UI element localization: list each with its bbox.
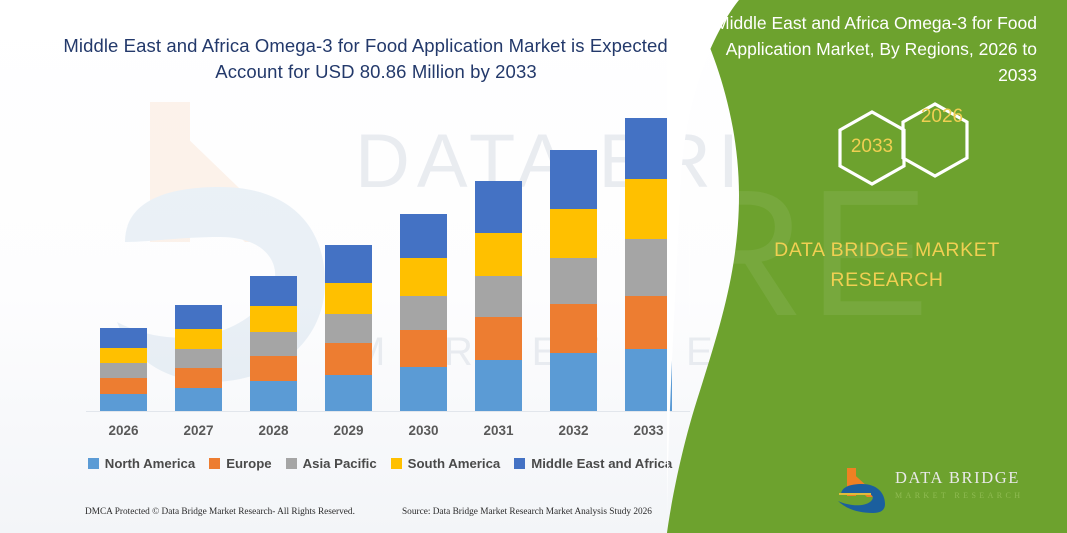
bar-segment — [250, 355, 297, 382]
title-panel: RE Middle East and Africa Omega-3 for Fo… — [667, 0, 1067, 533]
bar-segment — [550, 303, 597, 353]
hex-label-2033: 2033 — [850, 136, 894, 157]
hex-label-2026: 2026 — [920, 106, 964, 127]
x-axis-label: 2031 — [483, 423, 514, 438]
legend-label: Asia Pacific — [302, 456, 377, 471]
logo-sub-text: MARKET RESEARCH — [895, 491, 1024, 500]
bar-segment — [100, 378, 147, 394]
footer-copyright: DMCA Protected © Data Bridge Market Rese… — [85, 507, 355, 517]
bar-segment — [625, 178, 672, 239]
x-axis-label: 2030 — [408, 423, 439, 438]
legend-swatch-icon — [285, 458, 297, 469]
bar-segment — [100, 328, 147, 348]
bar-segment — [250, 306, 297, 332]
bar-column — [250, 275, 297, 412]
bar-segment — [250, 275, 297, 307]
bar-segment — [325, 374, 372, 412]
data-bridge-b-logo-icon — [838, 468, 885, 513]
legend-swatch-icon — [209, 458, 221, 469]
legend-item[interactable]: North America — [87, 456, 196, 471]
bar-segment — [625, 238, 672, 297]
bar-column — [100, 328, 147, 412]
footer-source: Source: Data Bridge Market Research Mark… — [402, 507, 652, 517]
legend-item[interactable]: Middle East and Africa — [514, 456, 672, 471]
bar-segment — [550, 352, 597, 412]
bar-segment — [475, 360, 522, 412]
bar-segment — [400, 295, 447, 331]
bar-segment — [325, 313, 372, 344]
x-axis-label: 2028 — [258, 423, 289, 438]
footer: DMCA Protected © Data Bridge Market Rese… — [0, 507, 760, 529]
x-axis-label: 2032 — [558, 423, 589, 438]
bar-segment — [400, 367, 447, 412]
logo-main-text: DATA BRIDGE — [895, 468, 1020, 487]
x-axis-line — [86, 411, 690, 412]
bar-segment — [175, 388, 222, 412]
bar-segment — [100, 363, 147, 379]
panel-title: Middle East and Africa Omega-3 for Food … — [715, 13, 1037, 85]
bar-column — [475, 181, 522, 412]
bar-segment — [400, 258, 447, 296]
brand-name: DATA BRIDGE MARKET RESEARCH — [727, 235, 1047, 295]
brand-name-line1: DATA BRIDGE MARKET — [774, 239, 1000, 261]
legend-label: Europe — [226, 456, 272, 471]
bar-column — [550, 149, 597, 412]
bar-segment — [475, 316, 522, 361]
bar-segment — [325, 245, 372, 283]
hexagon-shapes-icon — [838, 102, 969, 186]
legend-label: South America — [407, 456, 501, 471]
company-logo: DATA BRIDGE MARKET RESEARCH — [835, 462, 1050, 517]
bar-segment — [325, 343, 372, 375]
chart-legend: North America Europe Asia Pacific South Ame… — [0, 456, 760, 471]
bar-segment — [250, 331, 297, 356]
chart-title: Middle East and Africa Omega-3 for Food … — [63, 35, 689, 82]
legend-label: Middle East and Africa — [531, 456, 673, 471]
bar-segment — [175, 349, 222, 369]
stacked-bar-chart — [86, 117, 686, 412]
legend-swatch-icon — [390, 458, 402, 469]
bar-segment — [100, 393, 147, 412]
legend-swatch-icon — [514, 458, 526, 469]
x-axis-label: 2033 — [633, 423, 664, 438]
legend-label: North America — [104, 456, 196, 471]
legend-item[interactable]: South America — [390, 456, 501, 471]
bar-segment — [625, 348, 672, 412]
x-axis-label: 2026 — [108, 423, 139, 438]
bar-segment — [550, 149, 597, 210]
bar-segment — [175, 368, 222, 389]
bar-segment — [400, 213, 447, 259]
bar-segment — [175, 304, 222, 330]
bar-segment — [175, 329, 222, 350]
bar-column — [325, 245, 372, 412]
bar-segment — [550, 258, 597, 304]
bar-segment — [100, 347, 147, 364]
bar-segment — [625, 296, 672, 349]
bar-segment — [475, 276, 522, 317]
bar-segment — [400, 330, 447, 368]
bar-column — [175, 304, 222, 412]
legend-item[interactable]: Asia Pacific — [285, 456, 377, 471]
bar-segment — [325, 282, 372, 314]
x-axis-label: 2027 — [183, 423, 214, 438]
legend-swatch-icon — [87, 458, 99, 469]
x-axis-labels: 2026 2027 2028 2029 2030 2031 2032 2033 — [86, 419, 686, 445]
hexagon-group: 2033 2026 — [667, 95, 1067, 215]
legend-item[interactable]: Europe — [209, 456, 272, 471]
bar-segment — [550, 209, 597, 259]
bar-segment — [250, 381, 297, 412]
bar-segment — [625, 117, 672, 179]
x-axis-label: 2029 — [333, 423, 364, 438]
bar-column — [625, 117, 672, 412]
bar-segment — [475, 233, 522, 277]
chart-panel: DATA BRIDGE MARKET RESEARCH Middle East … — [0, 0, 760, 533]
brand-name-line2: RESEARCH — [830, 269, 944, 291]
bar-segment — [475, 181, 522, 234]
bar-column — [400, 213, 447, 412]
